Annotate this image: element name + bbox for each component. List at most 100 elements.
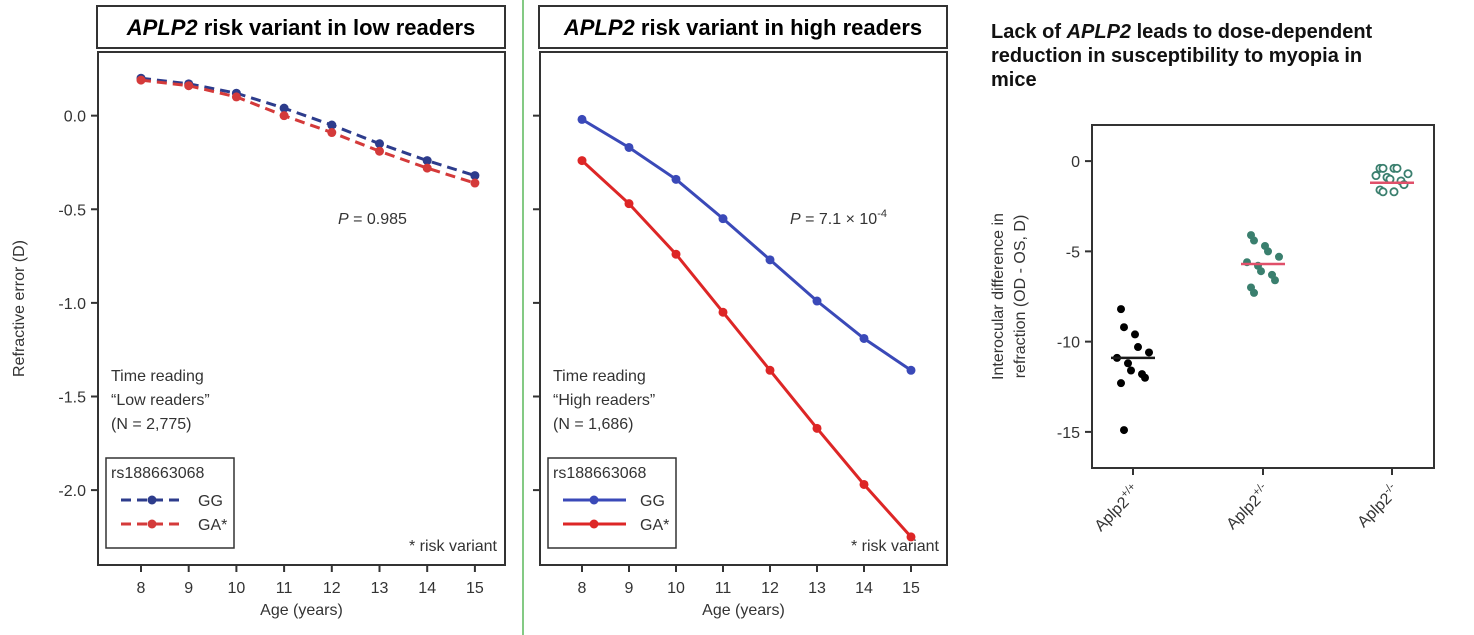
y-tick-label: -2.0 — [58, 483, 86, 500]
series-line-gg — [140, 76, 476, 178]
legend-entry: GA* — [198, 517, 227, 534]
data-point-ga — [718, 307, 728, 317]
data-point-het — [1250, 236, 1258, 245]
x-tick-label: 13 — [371, 580, 389, 597]
data-point-wt — [1131, 330, 1139, 339]
legend-swatch-point — [589, 519, 599, 529]
annotation-line: “High readers” — [553, 392, 655, 409]
data-point-ga — [765, 365, 775, 375]
panel-low-readers: APLP2 risk variant in low readers 0.0 -0.5… — [11, 5, 506, 619]
panel-title-line: Lack of APLP2 leads to dose-dependent — [991, 21, 1373, 43]
panel-high-readers: APLP2 risk variant in high readers 8 9 10 11… — [533, 5, 948, 619]
y-tick-label: -15 — [1057, 425, 1080, 442]
annotation-line: (N = 2,775) — [111, 416, 191, 433]
data-point-ga — [327, 128, 337, 138]
annotation-line: Time reading — [111, 368, 204, 385]
data-point-ko — [1392, 163, 1402, 173]
data-point-ga — [671, 249, 681, 259]
data-point-ga — [422, 163, 432, 173]
y-tick-label: -10 — [1057, 335, 1080, 352]
data-point-ko — [1371, 171, 1381, 181]
title-box — [96, 5, 506, 49]
data-point-gg — [577, 114, 587, 124]
x-tick-label: 8 — [578, 580, 587, 597]
data-point-gg — [327, 120, 337, 130]
data-point-gg — [859, 333, 869, 343]
x-tick-label: 15 — [902, 580, 920, 597]
data-point-wt — [1141, 373, 1149, 382]
data-point-gg — [422, 156, 432, 166]
y-tick-label: -5 — [1066, 244, 1080, 261]
x-tick-label: Aplp2+/+ — [1090, 481, 1144, 535]
footnote-risk-variant: * risk variant — [851, 538, 940, 555]
legend-title: rs188663068 — [111, 465, 205, 482]
panel-title-line: mice — [991, 69, 1037, 91]
x-axis-title: Age (years) — [702, 602, 785, 619]
x-tick-label: 14 — [855, 580, 873, 597]
x-tick-label: 9 — [184, 580, 193, 597]
data-point-gg — [470, 171, 480, 181]
legend-box — [547, 457, 677, 549]
data-point-ko — [1378, 163, 1388, 173]
legend-entry: GG — [198, 493, 223, 510]
legend-swatch-point — [147, 519, 157, 529]
data-point-ga — [812, 423, 822, 433]
data-point-ko — [1403, 169, 1413, 179]
x-tick-label: 12 — [761, 580, 779, 597]
data-point-wt — [1117, 379, 1125, 388]
data-point-wt — [1117, 305, 1125, 314]
data-point-gg — [624, 142, 634, 152]
y-axis-title-line: refraction (OD - OS, D) — [1012, 215, 1029, 379]
series-line-ga — [580, 159, 913, 538]
legend-entry: GA* — [640, 517, 669, 534]
panel-title-line: reduction in susceptibility to myopia in — [991, 45, 1362, 67]
x-tick-label: 15 — [466, 580, 484, 597]
data-point-gg — [671, 174, 681, 184]
x-axis-title: Age (years) — [260, 602, 343, 619]
data-point-wt — [1120, 323, 1128, 332]
footnote-risk-variant: * risk variant — [409, 538, 498, 555]
data-point-wt — [1134, 343, 1142, 352]
p-value-label: P = 7.1 × 10-4 — [790, 208, 887, 228]
data-point-ko — [1378, 187, 1388, 197]
x-tick-label: 10 — [228, 580, 246, 597]
p-value-label: P = 0.985 — [338, 211, 407, 228]
data-point-ko — [1389, 187, 1399, 197]
y-tick-label: 0 — [1071, 154, 1080, 171]
panel-title: APLP2 risk variant in high readers — [563, 15, 922, 40]
data-point-wt — [1124, 359, 1132, 368]
x-tick-label: 11 — [715, 580, 732, 597]
x-tick-label: 10 — [667, 580, 685, 597]
data-point-ga — [470, 178, 480, 188]
plot-frame — [539, 51, 948, 566]
title-box — [538, 5, 948, 49]
x-tick-label: 8 — [137, 580, 146, 597]
y-tick-label: -1.5 — [58, 389, 86, 406]
data-point-ga — [279, 111, 289, 121]
data-point-ga — [231, 92, 241, 102]
y-tick-label: -1.0 — [58, 296, 86, 313]
data-point-gg — [906, 365, 916, 375]
x-tick-label: 13 — [808, 580, 826, 597]
data-point-ga — [859, 479, 869, 489]
data-point-het — [1250, 288, 1258, 297]
data-point-ga — [375, 146, 384, 156]
legend-title: rs188663068 — [553, 465, 647, 482]
data-point-ga — [136, 75, 146, 85]
data-point-gg — [718, 214, 728, 224]
series-line-gg — [581, 118, 912, 372]
legend-entry: GG — [640, 493, 665, 510]
y-tick-label: -0.5 — [58, 202, 86, 219]
legend-swatch-point — [589, 495, 599, 505]
data-point-ga — [577, 156, 587, 166]
data-point-gg — [279, 103, 289, 113]
x-tick-label: 9 — [625, 580, 634, 597]
series-line-ga — [140, 78, 476, 185]
data-point-wt — [1145, 348, 1153, 357]
y-tick-label: 0.0 — [64, 109, 86, 126]
x-tick-label: 11 — [276, 580, 293, 597]
data-point-wt — [1120, 426, 1128, 435]
data-point-het — [1275, 252, 1283, 261]
legend-box — [105, 457, 235, 549]
